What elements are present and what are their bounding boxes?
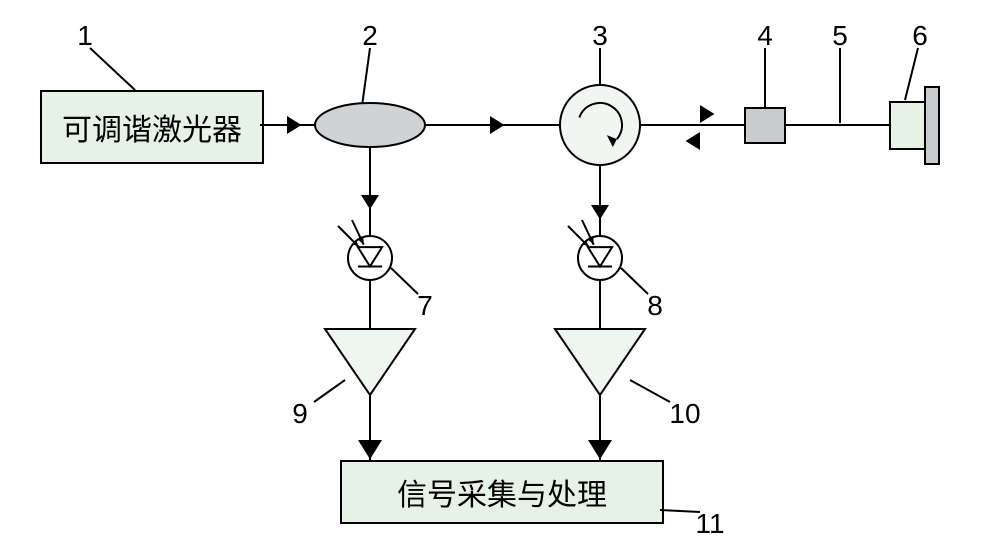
label-2: 2 [350,20,390,52]
diagram-svg [0,0,1000,552]
label-6: 6 [900,20,940,52]
label-7: 7 [405,290,445,322]
label-11: 11 [690,508,730,540]
label-1: 1 [65,20,105,52]
label-3: 3 [580,20,620,52]
label-8: 8 [635,290,675,322]
label-5: 5 [820,20,860,52]
label-9: 9 [280,398,320,430]
label-4: 4 [745,20,785,52]
label-10: 10 [665,398,705,430]
